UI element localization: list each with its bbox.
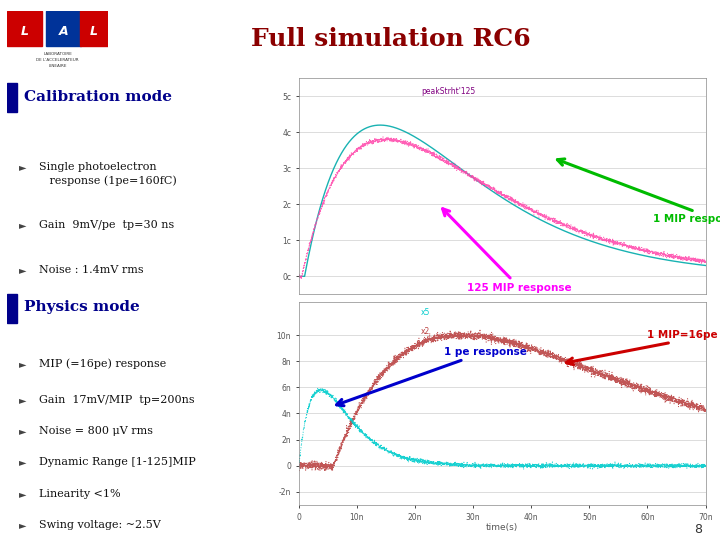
Bar <box>7 294 17 323</box>
Text: Full simulation RC6: Full simulation RC6 <box>251 28 531 51</box>
Text: Linearity <1%: Linearity <1% <box>39 489 120 499</box>
Text: ►: ► <box>19 359 26 369</box>
Text: peakStrht'125: peakStrht'125 <box>420 87 475 96</box>
Text: 1 MIP response * 125: 1 MIP response * 125 <box>557 159 720 224</box>
Text: Dynamic Range [1-125]MIP: Dynamic Range [1-125]MIP <box>39 457 196 468</box>
Text: ►: ► <box>19 426 26 436</box>
Bar <box>80 11 108 46</box>
Text: Swing voltage: ~2.5V: Swing voltage: ~2.5V <box>39 520 161 530</box>
Text: ►: ► <box>19 457 26 468</box>
Text: ►: ► <box>19 220 26 230</box>
Text: LABORATOIRE: LABORATOIRE <box>43 52 72 56</box>
Bar <box>7 11 42 46</box>
Text: 1 MIP=16pe response: 1 MIP=16pe response <box>567 330 720 364</box>
Text: ►: ► <box>19 161 26 172</box>
Text: L: L <box>90 25 98 38</box>
Bar <box>7 83 17 112</box>
Text: Calibration mode: Calibration mode <box>24 90 173 104</box>
Text: ►: ► <box>19 489 26 499</box>
Text: 8: 8 <box>694 523 702 536</box>
X-axis label: time(s): time(s) <box>486 523 518 532</box>
Text: 125 MIP response: 125 MIP response <box>443 209 572 293</box>
Text: Noise : 1.4mV rms: Noise : 1.4mV rms <box>39 265 143 275</box>
Text: x5: x5 <box>420 308 431 318</box>
Text: Physics mode: Physics mode <box>24 300 140 314</box>
Bar <box>45 11 81 46</box>
Text: ►: ► <box>19 520 26 530</box>
Text: Noise = 800 μV rms: Noise = 800 μV rms <box>39 426 153 436</box>
Text: MIP (=16pe) response: MIP (=16pe) response <box>39 359 166 369</box>
Text: Gain  9mV/pe  tp=30 ns: Gain 9mV/pe tp=30 ns <box>39 220 174 230</box>
Text: DE L'ACCELERATEUR: DE L'ACCELERATEUR <box>36 58 79 62</box>
Text: x2: x2 <box>420 327 430 336</box>
Text: ►: ► <box>19 265 26 275</box>
Text: ►: ► <box>19 395 26 405</box>
Text: LINEAIRE: LINEAIRE <box>48 64 67 68</box>
Text: Gain  17mV/MIP  tp=200ns: Gain 17mV/MIP tp=200ns <box>39 395 194 405</box>
Text: A: A <box>58 25 68 38</box>
Text: L: L <box>21 25 29 38</box>
Text: Single photoelectron
   response (1pe=160fC): Single photoelectron response (1pe=160fC… <box>39 161 176 186</box>
Text: 1 pe response: 1 pe response <box>336 347 527 406</box>
